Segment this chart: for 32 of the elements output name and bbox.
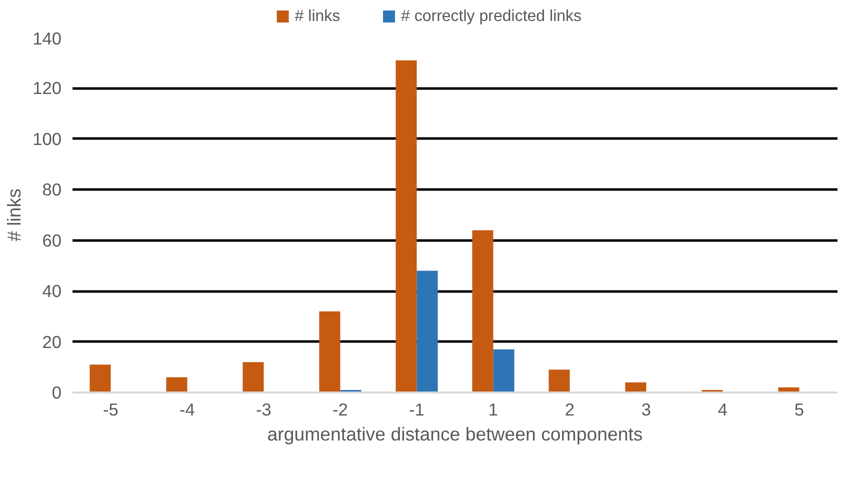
y-axis-title: # links bbox=[4, 188, 25, 242]
y-tick-label: 20 bbox=[42, 332, 62, 352]
bar bbox=[90, 364, 111, 392]
legend-label: # links bbox=[294, 8, 340, 25]
bar bbox=[416, 270, 438, 392]
x-tick-label: 1 bbox=[488, 400, 498, 420]
x-tick-label: 4 bbox=[718, 400, 728, 420]
bar bbox=[166, 377, 188, 392]
x-tick-label: -4 bbox=[180, 400, 196, 420]
bar bbox=[396, 60, 417, 392]
y-tick-label: 100 bbox=[32, 128, 62, 149]
y-tick-label: 80 bbox=[42, 180, 62, 200]
bar bbox=[625, 382, 646, 392]
x-tick-label: -2 bbox=[332, 400, 348, 420]
bar bbox=[242, 362, 264, 392]
x-tick-label: 5 bbox=[794, 400, 804, 420]
y-tick-label: 0 bbox=[52, 382, 62, 402]
bar bbox=[472, 230, 494, 392]
bar bbox=[493, 349, 514, 392]
x-tick-label: 2 bbox=[564, 400, 575, 420]
x-tick-label: -3 bbox=[256, 400, 272, 420]
y-tick-label: 40 bbox=[42, 281, 62, 302]
y-tick-label: 60 bbox=[42, 230, 62, 250]
legend-label: # correctly predicted links bbox=[401, 8, 582, 25]
y-tick-label: 120 bbox=[32, 78, 62, 98]
y-tick-label: 140 bbox=[32, 28, 62, 48]
bar bbox=[548, 370, 570, 392]
x-axis-title: argumentative distance between components bbox=[267, 424, 643, 444]
x-tick-label: -5 bbox=[103, 400, 118, 420]
x-tick-label: 3 bbox=[641, 400, 652, 420]
bar bbox=[319, 311, 340, 392]
x-tick-label: -1 bbox=[409, 400, 424, 420]
